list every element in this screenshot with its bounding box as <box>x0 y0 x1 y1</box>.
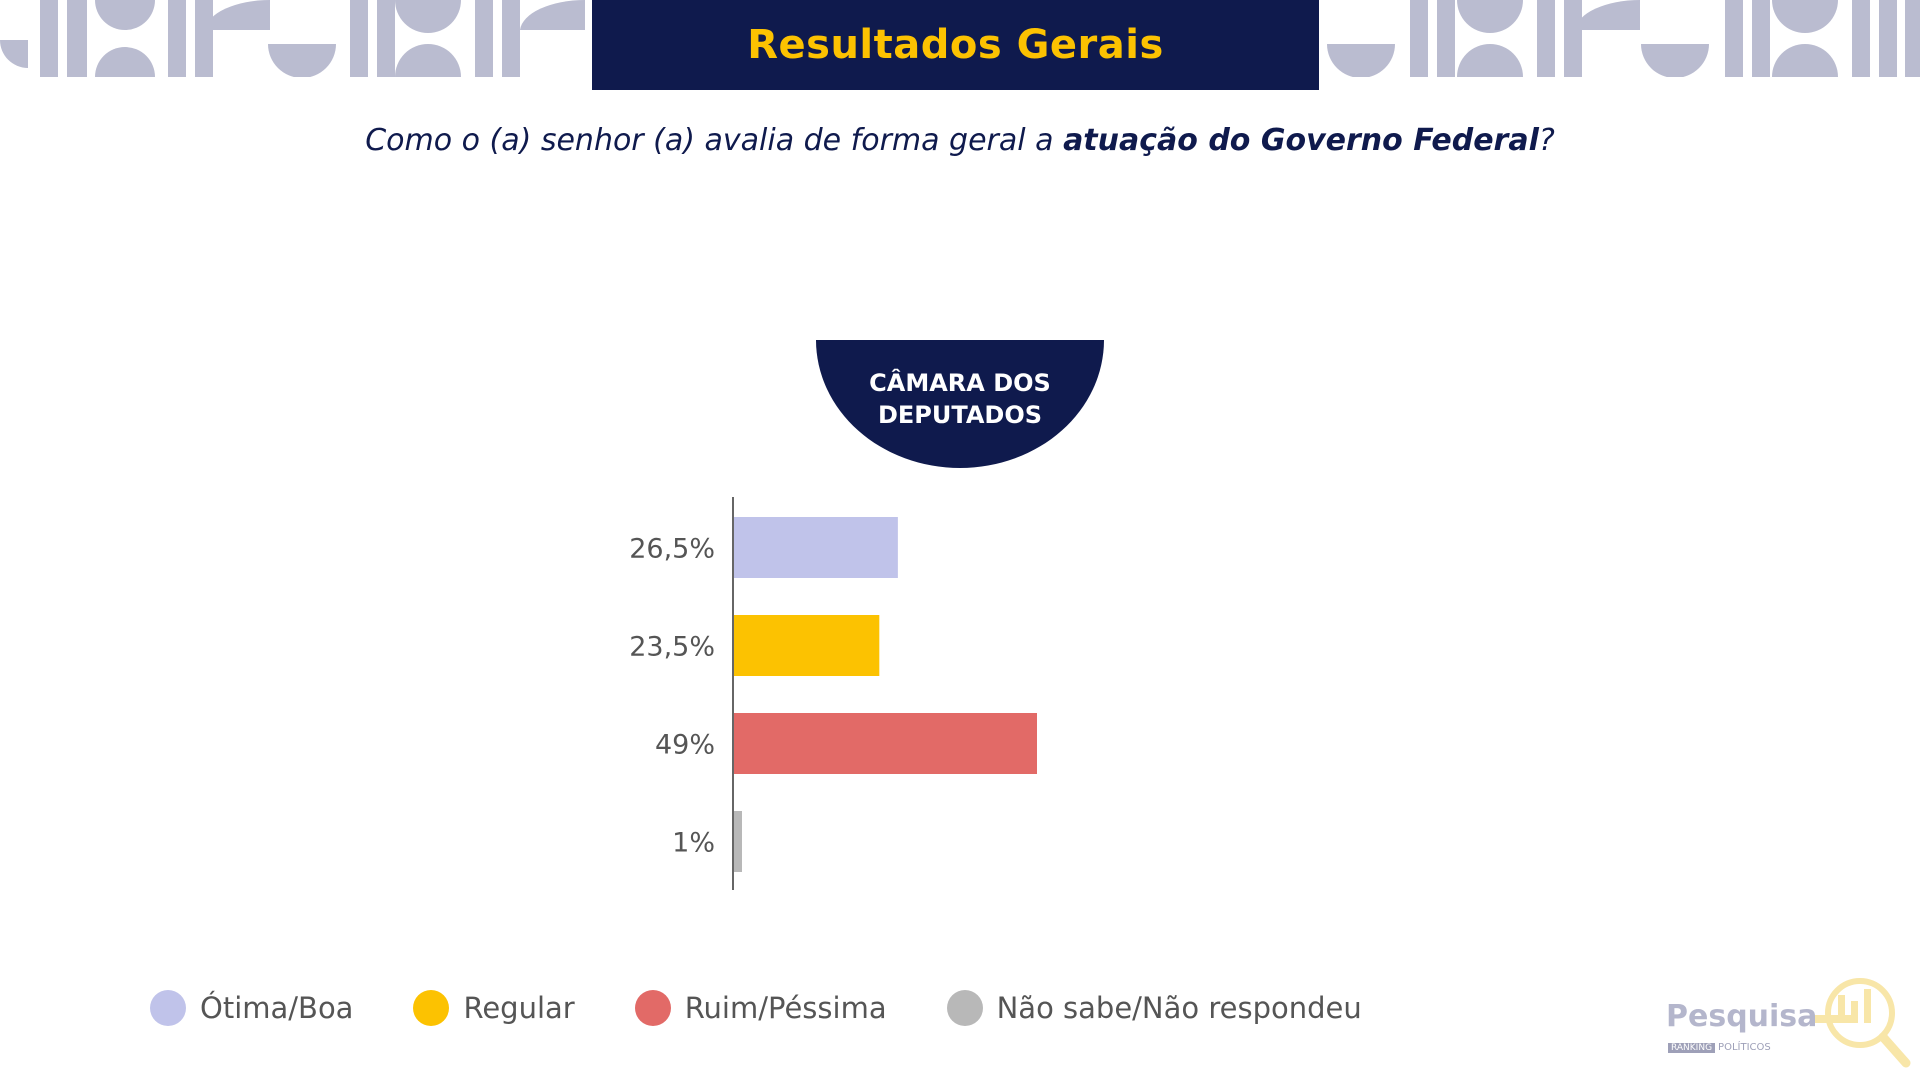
legend-item-2: Ruim/Péssima <box>634 990 887 1026</box>
legend-swatch-1 <box>413 990 450 1026</box>
bar-2 <box>734 713 1037 774</box>
bar-value-label-2: 49% <box>655 730 715 761</box>
logo-tag: RANKING <box>1668 1042 1716 1053</box>
legend-label-0: Ótima/Boa <box>200 991 354 1025</box>
bar-value-label-3: 1% <box>672 828 715 859</box>
legend-item-3: Não sabe/Não respondeu <box>946 990 1362 1026</box>
chamber-label-line2: DEPUTADOS <box>877 401 1043 429</box>
bar-0 <box>734 517 898 578</box>
question-text: Como o (a) senhor (a) avalia de forma ge… <box>365 123 1064 158</box>
legend-swatch-2 <box>634 990 671 1026</box>
legend-swatch-0 <box>150 990 186 1026</box>
bar-value-label-1: 23,5% <box>629 632 715 663</box>
pesquisa-logo: Pesquisa RANKING POLÍTICOS <box>1666 975 1916 1075</box>
bar-3 <box>734 811 742 872</box>
page-title: Resultados Gerais <box>747 22 1164 68</box>
legend-item-1: Regular <box>413 990 575 1026</box>
legend-label-2: Ruim/Péssima <box>684 991 887 1025</box>
header-pattern-right <box>1327 0 1920 77</box>
bar-1 <box>734 615 880 676</box>
bar-value-label-0: 26,5% <box>629 534 715 565</box>
chamber-label-line1: CÂMARA DOS <box>869 369 1051 397</box>
question-emphasis: atuação do Governo Federal <box>1063 123 1539 158</box>
question-mark: ? <box>1538 123 1555 158</box>
chart-legend: Ótima/Boa Regular Ruim/Péssima Não sabe/Não… <box>150 988 1422 1028</box>
logo-wordmark: Pesquisa <box>1666 999 1818 1034</box>
logo-sub-text: POLÍTICOS <box>1718 1042 1771 1053</box>
survey-question: Como o (a) senhor (a) avalia de forma ge… <box>0 123 1920 158</box>
legend-item-0: Ótima/Boa <box>150 990 353 1026</box>
header-pattern-left <box>0 0 585 77</box>
magnifier-chart-icon <box>1814 978 1911 1068</box>
logo-subtitle: RANKING POLÍTICOS <box>1668 1042 1771 1053</box>
title-banner: Resultados Gerais <box>592 0 1319 90</box>
legend-label-1: Regular <box>463 991 575 1025</box>
legend-label-3: Não sabe/Não respondeu <box>996 991 1362 1025</box>
legend-swatch-3 <box>946 990 983 1026</box>
